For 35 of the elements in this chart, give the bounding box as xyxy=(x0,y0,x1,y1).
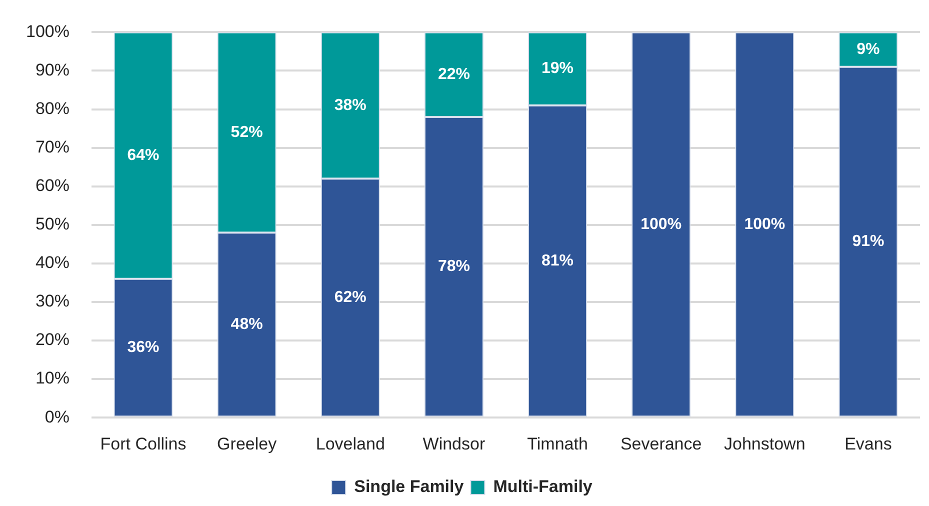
data-label: 100% xyxy=(640,216,682,233)
y-tick-label: 30% xyxy=(35,292,70,311)
data-label: 36% xyxy=(127,339,160,356)
x-tick-label: Severance xyxy=(620,434,702,454)
x-tick-label: Greeley xyxy=(217,434,278,454)
data-label: 91% xyxy=(852,233,884,250)
data-label: 48% xyxy=(230,316,263,334)
y-tick-label: 90% xyxy=(35,60,70,80)
x-tick-label: Evans xyxy=(844,434,892,454)
data-label: 78% xyxy=(438,258,470,276)
y-tick-label: 100% xyxy=(26,22,70,41)
y-tick-label: 20% xyxy=(35,330,70,350)
data-label: 52% xyxy=(230,124,263,141)
x-tick-label: Loveland xyxy=(316,434,385,454)
data-label: 81% xyxy=(542,252,574,270)
y-tick-label: 10% xyxy=(35,368,70,388)
x-tick-label: Johnstown xyxy=(724,434,806,454)
y-tick-label: 40% xyxy=(35,253,70,272)
x-tick-label: Windsor xyxy=(422,434,486,454)
y-tick-label: 60% xyxy=(35,176,70,196)
y-tick-label: 80% xyxy=(35,98,70,118)
y-tick-label: 50% xyxy=(35,214,70,234)
data-label: 64% xyxy=(127,146,160,164)
data-label: 22% xyxy=(438,66,470,83)
y-tick-label: 0% xyxy=(44,407,70,426)
x-tick-label: Timnath xyxy=(527,434,588,454)
data-label: 19% xyxy=(542,60,574,78)
legend-label: Single Family xyxy=(354,477,464,496)
data-label: 38% xyxy=(334,96,366,114)
data-label: 62% xyxy=(334,289,366,306)
x-tick-label: Fort Collins xyxy=(100,434,186,454)
data-label: 100% xyxy=(744,216,786,233)
data-label: 9% xyxy=(856,40,880,58)
legend-label: Multi-Family xyxy=(493,477,593,496)
y-tick-label: 70% xyxy=(35,138,70,157)
